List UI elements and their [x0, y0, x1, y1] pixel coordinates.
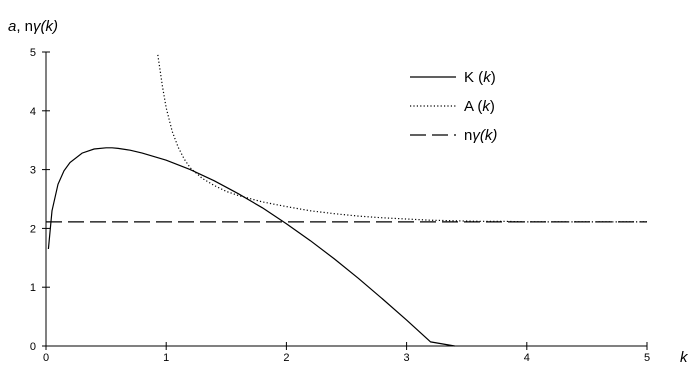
- legend-label: A (k): [464, 98, 495, 115]
- y-tick-label: 1: [30, 282, 36, 294]
- x-axis-label: k: [680, 349, 688, 366]
- x-tick-label: 3: [404, 352, 410, 364]
- legend: K (k) A (k) nγ(k): [410, 69, 497, 144]
- y-tick-label: 0: [30, 341, 36, 353]
- y-tick-label: 4: [30, 106, 36, 118]
- series-line: [47, 147, 455, 347]
- series-line: [157, 54, 647, 223]
- y-axis-label: a, nγ(k): [8, 18, 58, 35]
- legend-label: K (k): [464, 69, 496, 86]
- x-tick-label: 1: [163, 352, 169, 364]
- y-tick-label: 2: [30, 223, 36, 235]
- x-tick-label: 2: [283, 352, 289, 364]
- axes: 0 1 2 3 4 5 0 1 2 3 4 5: [30, 47, 650, 364]
- plot-area: [46, 54, 647, 347]
- y-tick-label: 5: [30, 47, 36, 59]
- x-tick-label: 4: [524, 352, 530, 364]
- y-tick-label: 3: [30, 165, 36, 177]
- x-tick-label: 0: [43, 352, 49, 364]
- x-tick-label: 5: [644, 352, 650, 364]
- legend-label: nγ(k): [464, 127, 497, 144]
